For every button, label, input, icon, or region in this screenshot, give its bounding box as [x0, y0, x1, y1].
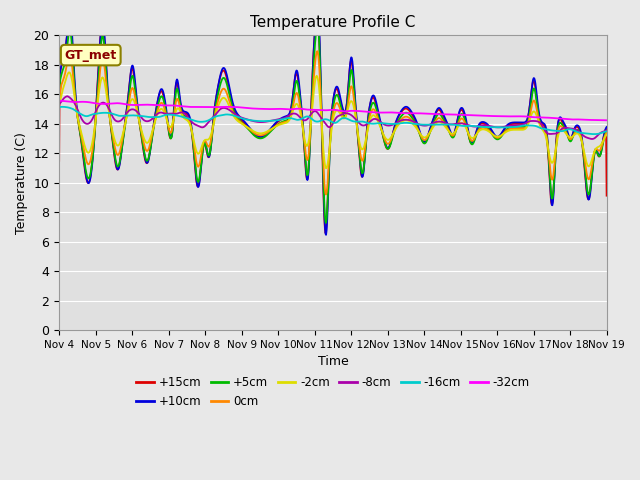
- 0cm: [111, 145, 119, 151]
- 0cm: [483, 126, 491, 132]
- -8cm: [588, 136, 596, 142]
- -2cm: [483, 128, 491, 133]
- +15cm: [433, 109, 440, 115]
- +15cm: [111, 158, 119, 164]
- Y-axis label: Temperature (C): Temperature (C): [15, 132, 28, 234]
- -32cm: [492, 113, 500, 119]
- -32cm: [603, 118, 611, 123]
- +5cm: [111, 154, 119, 160]
- +10cm: [111, 156, 119, 161]
- -16cm: [297, 116, 305, 122]
- -16cm: [432, 122, 440, 128]
- -16cm: [112, 112, 120, 118]
- Title: Temperature Profile C: Temperature Profile C: [250, 15, 415, 30]
- Line: +5cm: +5cm: [59, 24, 607, 223]
- -32cm: [482, 113, 490, 119]
- 0cm: [433, 117, 440, 123]
- +15cm: [603, 193, 611, 199]
- Line: -2cm: -2cm: [59, 72, 607, 168]
- +5cm: [483, 125, 491, 131]
- +15cm: [296, 97, 304, 103]
- -32cm: [431, 111, 439, 117]
- -2cm: [603, 132, 611, 138]
- +15cm: [483, 123, 491, 129]
- Line: -8cm: -8cm: [59, 96, 607, 139]
- 0cm: [55, 98, 63, 104]
- -16cm: [483, 124, 490, 130]
- -32cm: [276, 106, 284, 112]
- 0cm: [322, 192, 330, 197]
- +10cm: [483, 121, 491, 127]
- Line: -16cm: -16cm: [59, 107, 607, 134]
- -16cm: [493, 124, 500, 130]
- +15cm: [493, 135, 501, 141]
- -16cm: [277, 117, 285, 122]
- -16cm: [590, 131, 598, 137]
- -8cm: [483, 122, 490, 128]
- +5cm: [314, 21, 321, 27]
- +15cm: [314, 6, 321, 12]
- 0cm: [276, 120, 284, 126]
- -16cm: [603, 129, 611, 134]
- -32cm: [111, 100, 119, 106]
- 0cm: [493, 135, 501, 141]
- -8cm: [493, 124, 500, 130]
- -2cm: [322, 166, 330, 171]
- +15cm: [276, 117, 284, 123]
- Line: 0cm: 0cm: [59, 51, 607, 194]
- X-axis label: Time: Time: [317, 356, 348, 369]
- -8cm: [63, 93, 71, 99]
- -8cm: [603, 128, 611, 133]
- 0cm: [603, 130, 611, 135]
- Text: GT_met: GT_met: [65, 48, 117, 61]
- -2cm: [277, 121, 285, 127]
- 0cm: [296, 105, 304, 111]
- +10cm: [276, 116, 284, 121]
- -16cm: [55, 104, 63, 110]
- +5cm: [55, 94, 63, 100]
- +5cm: [493, 136, 501, 142]
- -2cm: [297, 113, 305, 119]
- +5cm: [296, 99, 304, 105]
- +15cm: [55, 158, 63, 164]
- -2cm: [55, 101, 63, 107]
- -8cm: [277, 116, 285, 121]
- -32cm: [55, 98, 63, 104]
- -32cm: [296, 106, 304, 111]
- +5cm: [276, 120, 284, 126]
- Line: -32cm: -32cm: [59, 101, 607, 120]
- -2cm: [112, 140, 120, 145]
- +10cm: [433, 108, 440, 114]
- -32cm: [602, 118, 609, 123]
- -2cm: [493, 134, 501, 140]
- 0cm: [314, 48, 321, 54]
- -8cm: [297, 115, 305, 121]
- -16cm: [59, 104, 67, 110]
- +10cm: [493, 134, 501, 140]
- Line: +10cm: +10cm: [59, 5, 607, 235]
- +10cm: [314, 2, 321, 8]
- -8cm: [112, 118, 120, 123]
- +10cm: [296, 93, 304, 98]
- +10cm: [603, 124, 611, 130]
- -8cm: [432, 119, 440, 125]
- +5cm: [322, 220, 330, 226]
- -2cm: [65, 70, 73, 75]
- +10cm: [55, 89, 63, 95]
- Line: +15cm: +15cm: [59, 9, 607, 233]
- -8cm: [55, 101, 63, 107]
- +15cm: [322, 230, 330, 236]
- +10cm: [322, 232, 330, 238]
- +5cm: [433, 114, 440, 120]
- -2cm: [433, 120, 440, 126]
- +5cm: [603, 128, 611, 134]
- Legend: +15cm, +10cm, +5cm, 0cm, -2cm, -8cm, -16cm, -32cm: +15cm, +10cm, +5cm, 0cm, -2cm, -8cm, -16…: [131, 372, 534, 413]
